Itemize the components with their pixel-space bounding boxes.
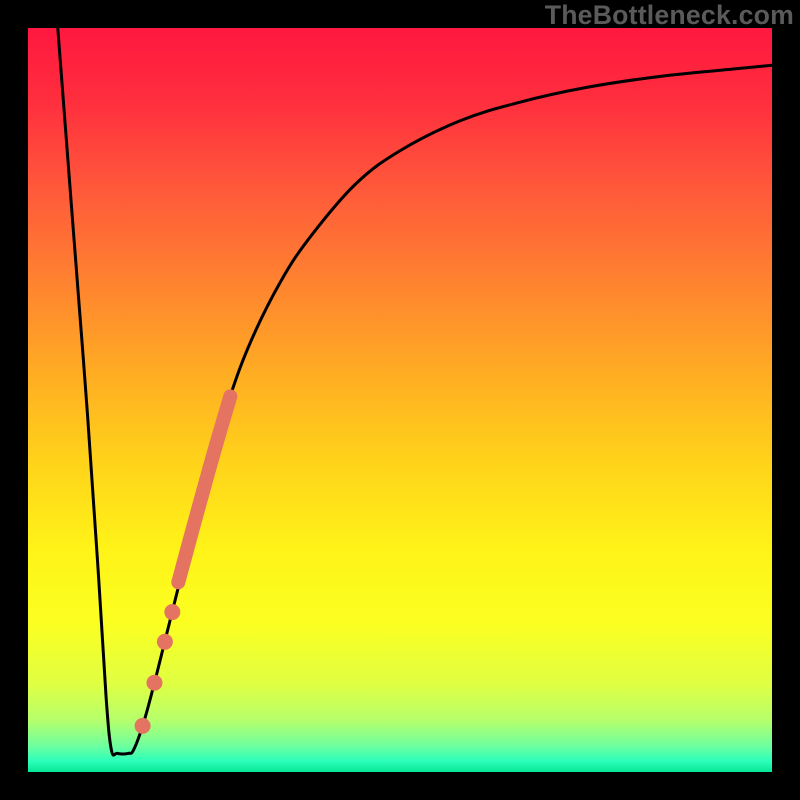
chart-background — [28, 28, 772, 772]
attribution-text: TheBottleneck.com — [545, 0, 794, 31]
marker-dot — [164, 604, 180, 620]
marker-dot — [135, 718, 151, 734]
chart-frame: TheBottleneck.com — [0, 0, 800, 800]
marker-dot — [146, 675, 162, 691]
marker-dot — [157, 634, 173, 650]
bottleneck-chart — [28, 28, 772, 772]
